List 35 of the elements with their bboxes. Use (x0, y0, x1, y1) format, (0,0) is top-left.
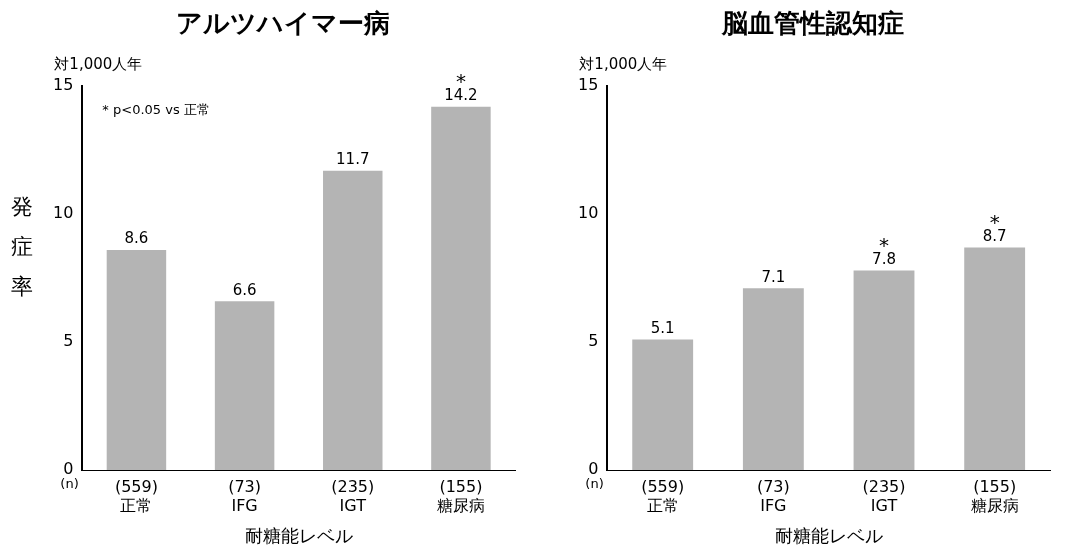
bar (106, 249, 167, 470)
y-axis-title: 発症率 (11, 193, 33, 299)
data-label: 7.1 (761, 267, 786, 286)
y-tick-label: 10 (53, 203, 74, 223)
x-tick-label: (559) 正常 (114, 476, 158, 515)
data-label: 11.7 (336, 150, 370, 169)
bar (632, 339, 694, 470)
bar (214, 301, 275, 470)
y-tick-label: 10 (578, 203, 599, 223)
x-tick-label: (559) 正常 (641, 476, 685, 515)
y-tick-label: 5 (63, 331, 74, 351)
bar (964, 247, 1026, 470)
x-axis-title: 耐糖能レベル (244, 524, 353, 546)
x-tick-label: (155) 糖尿病 (970, 476, 1019, 515)
x-axis-title: 耐糖能レベル (774, 524, 883, 546)
text: 対1,000人年 (54, 54, 143, 73)
x-tick-label: (73) IFG (756, 476, 790, 515)
y-tick-label: 5 (588, 331, 599, 351)
x-tick-label: (235) IGT (862, 476, 906, 515)
data-label: 6.6 (232, 280, 257, 299)
bar (431, 106, 491, 470)
x-tick-label: (155) 糖尿病 (436, 476, 485, 515)
bar (853, 270, 915, 470)
text: 対1,000人年 (579, 54, 668, 73)
y-tick-label: 15 (578, 75, 599, 95)
x-tick-label: (235) IGT (331, 476, 375, 515)
y-tick-label: 15 (53, 75, 74, 95)
annotation: * p<0.05 vs 正常 (102, 102, 210, 118)
chart-title: アルツハイマー病 (175, 8, 390, 39)
bar (742, 288, 804, 470)
bar (323, 170, 383, 470)
chart-title: 脳血管性認知症 (720, 8, 904, 39)
x-tick-label: (73) IFG (228, 476, 262, 515)
data-label: 8.6 (124, 229, 149, 248)
data-label: 5.1 (650, 318, 675, 337)
